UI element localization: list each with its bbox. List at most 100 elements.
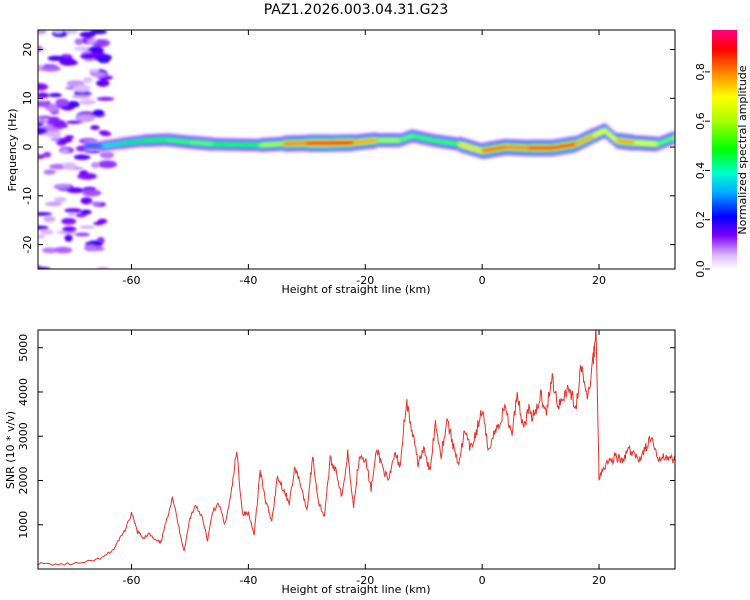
noise-blob <box>79 31 96 38</box>
noise-blob <box>61 217 77 225</box>
noise-blob <box>80 197 93 205</box>
noise-blob <box>88 68 100 73</box>
noise-blob <box>38 122 44 127</box>
snr-x-tick-label: -40 <box>239 574 257 587</box>
noise-blob <box>39 229 54 235</box>
spectrogram-y-tick-label: -20 <box>21 236 34 254</box>
spectrogram-frame <box>37 29 676 270</box>
spectrogram-x-tick-label: 0 <box>479 274 486 287</box>
ridge-segment <box>189 141 214 146</box>
spectrogram-y-tick-label: 0 <box>21 144 34 151</box>
noise-blob <box>75 213 87 218</box>
snr-y-tick-label: 2000 <box>17 466 30 494</box>
snr-series-line <box>38 330 675 566</box>
colorbar-tick-label: 0.6 <box>694 112 707 130</box>
noise-blob <box>72 94 91 99</box>
ridge-segment <box>593 129 605 138</box>
snr-marks <box>38 330 675 566</box>
colorbar-tick-label: 0.0 <box>694 260 707 278</box>
noise-blob <box>90 125 100 130</box>
colorbar: 0.0 0.2 0.4 0.6 0.8 Normalized spectral ampl… <box>694 30 749 278</box>
ridge-segment <box>575 134 594 146</box>
ridge-segment <box>353 138 377 144</box>
snr-y-label: SNR (10 * v/v) <box>4 411 17 489</box>
snr-y-tick-label: 3000 <box>17 422 30 450</box>
noise-blob <box>40 65 61 72</box>
noise-blob <box>74 38 83 46</box>
noise-blob <box>99 151 115 159</box>
snr-y-tick-label: 4000 <box>17 378 30 406</box>
noise-blob <box>66 187 84 194</box>
noise-blob <box>64 135 75 140</box>
noise-blob <box>93 221 104 226</box>
spectrogram-axes: -60 -40 -20 0 20 -20 -10 0 10 20 <box>21 30 675 287</box>
snr-x-tick-label: 20 <box>592 574 606 587</box>
ridge-segment <box>505 145 529 150</box>
noise-blob <box>38 83 49 91</box>
noise-blob <box>46 116 60 120</box>
spectrogram-x-tick-label: 20 <box>592 274 606 287</box>
noise-blob <box>55 98 69 107</box>
snr-frame <box>37 329 676 570</box>
noise-blob <box>53 246 73 254</box>
noise-blob <box>66 120 83 124</box>
colorbar-tick-label: 0.4 <box>694 162 707 180</box>
colorbar-ticks: 0.0 0.2 0.4 0.6 0.8 <box>694 63 710 278</box>
noise-blob <box>73 46 93 51</box>
spectrogram-y-tick-label: 10 <box>21 91 34 105</box>
noise-blob <box>72 84 91 93</box>
noise-blob <box>75 114 95 123</box>
ridge-segment <box>604 129 617 142</box>
ridge-segment <box>528 146 553 150</box>
noise-blob <box>65 30 79 34</box>
noise-blob <box>53 30 63 34</box>
noise-blob <box>82 189 102 197</box>
noise-blob <box>67 213 76 217</box>
ridge-segment <box>552 142 576 150</box>
ridge-segment <box>657 136 675 146</box>
noise-blob <box>74 232 90 237</box>
noise-blob <box>84 244 97 252</box>
noise-blob <box>57 137 73 143</box>
noise-blob <box>42 247 58 254</box>
ridge-segment <box>102 142 120 148</box>
noise-blob <box>79 99 96 105</box>
ridge-segment <box>166 138 190 144</box>
snr-x-tick-label: 0 <box>479 574 486 587</box>
noise-blob <box>98 59 110 64</box>
noise-blob <box>38 30 47 35</box>
noise-blob <box>52 122 68 129</box>
noise-blob <box>86 39 97 43</box>
noise-blob <box>62 226 77 233</box>
ridge-segment <box>213 143 237 146</box>
noise-blob <box>38 45 44 53</box>
noise-blob <box>54 197 67 203</box>
noise-blob <box>91 162 100 169</box>
ridge-segment <box>84 144 103 148</box>
snr-y-tick-label: 1000 <box>17 511 30 539</box>
spectrogram-x-tick-label: -40 <box>239 274 257 287</box>
ridge-segment <box>400 134 413 142</box>
noise-blob <box>44 201 63 207</box>
snr-y-tick-label: 5000 <box>17 334 30 362</box>
noise-blob <box>38 225 49 230</box>
snr-plot-area <box>38 330 675 569</box>
noise-blob <box>43 216 56 223</box>
noise-blob <box>44 130 62 138</box>
spectrogram-y-tick-label: 20 <box>21 43 34 57</box>
ridge-segment <box>412 134 436 142</box>
noise-blob <box>55 184 71 189</box>
noise-blob <box>59 58 77 66</box>
ridge-segment <box>236 143 261 147</box>
ridge-segment <box>435 139 459 146</box>
ridge-segment <box>143 138 167 142</box>
noise-blob <box>38 92 50 99</box>
noise-blob <box>73 154 91 160</box>
noise-blob <box>77 172 97 180</box>
spectrogram-panel: -60 -40 -20 0 20 -20 -10 0 10 20 Height of straig… <box>6 29 676 296</box>
noise-blob <box>38 127 48 135</box>
noise-blob <box>80 52 97 60</box>
noise-blob <box>49 93 62 98</box>
snr-x-tick-label: -60 <box>123 574 141 587</box>
